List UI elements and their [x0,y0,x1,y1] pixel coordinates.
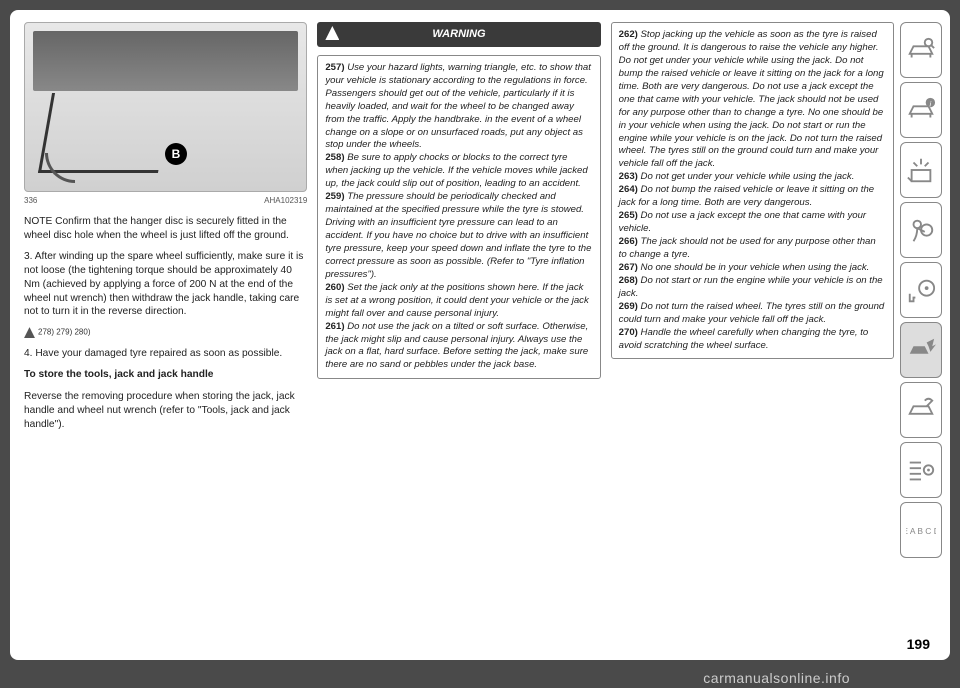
section-icon-info[interactable]: i [900,82,942,138]
section-icon-safety[interactable] [900,202,942,258]
warning-reference: 278) 279) 280) [24,327,307,338]
warning-triangle-icon [325,26,339,40]
warning-text: Be sure to apply chocks or blocks to the… [325,152,587,189]
warning-box-1: 257) Use your hazard lights, warning tri… [317,55,600,380]
section-icon-emergency[interactable] [900,322,942,378]
figure-illustration: B [24,22,307,192]
warning-num: 262) [619,29,638,40]
truck-bed-graphic [33,31,298,91]
warning-text: Stop jacking up the vehicle as soon as t… [619,29,884,169]
section-sidebar: i Z E A B C D T [900,22,942,648]
section-icon-inspect[interactable] [900,22,942,78]
warning-num: 263) [619,171,638,182]
warning-text: No one should be in your vehicle when us… [641,262,870,273]
warning-num: 269) [619,301,638,312]
car-wrench-icon [906,395,936,425]
manual-page: B 336 AHA102319 NOTE Confirm that the ha… [10,10,950,660]
warning-num: 267) [619,262,638,273]
svg-text:Z E A B C D T: Z E A B C D T [906,526,936,536]
warning-num: 261) [325,321,344,332]
warning-text: Do not use the jack on a tilted or soft … [325,321,588,371]
section-icon-lights[interactable] [900,142,942,198]
lights-icon [906,155,936,185]
car-info-icon: i [906,95,936,125]
warning-text: Do not get under your vehicle while usin… [641,171,855,182]
column-2: WARNING 257) Use your hazard lights, war… [317,22,600,648]
car-search-icon [906,35,936,65]
warning-text: The pressure should be periodically chec… [325,191,591,280]
warning-num: 257) [325,62,344,73]
warning-text: Do not turn the raised wheel. The tyres … [619,301,885,325]
content-columns: B 336 AHA102319 NOTE Confirm that the ha… [24,22,894,648]
warning-text: Handle the wheel carefully when changing… [619,327,869,351]
store-paragraph: Reverse the removing procedure when stor… [24,390,307,431]
figure-code: AHA102319 [264,196,307,207]
warning-num: 258) [325,152,344,163]
section-icon-maintenance[interactable] [900,382,942,438]
page-number: 199 [907,636,930,652]
warning-text: Set the jack only at the positions shown… [325,282,588,319]
subheading: To store the tools, jack and jack handle [24,368,307,382]
warning-num: 265) [619,210,638,221]
warning-num: 259) [325,191,344,202]
watermark: carmanualsonline.info [703,670,850,686]
warning-text: Do not use a jack except the one that ca… [619,210,866,234]
warning-num: 264) [619,184,638,195]
section-icon-driving[interactable] [900,262,942,318]
step-4-paragraph: 4. Have your damaged tyre repaired as so… [24,347,307,361]
warning-num: 270) [619,327,638,338]
warning-num: 268) [619,275,638,286]
reference-numbers: 278) 279) 280) [38,328,90,337]
list-gear-icon [906,455,936,485]
airbag-icon [906,215,936,245]
warning-text: Do not bump the raised vehicle or leave … [619,184,874,208]
callout-badge: B [165,143,187,165]
warning-label: WARNING [432,28,485,40]
warning-num: 260) [325,282,344,293]
step-3-paragraph: 3. After winding up the spare wheel suff… [24,250,307,319]
warning-header: WARNING [317,22,600,47]
warning-num: 266) [619,236,638,247]
warning-text: Do not start or run the engine while you… [619,275,883,299]
column-1: B 336 AHA102319 NOTE Confirm that the ha… [24,22,307,648]
warning-text: The jack should not be used for any purp… [619,236,876,260]
note-paragraph: NOTE Confirm that the hanger disc is sec… [24,215,307,243]
section-icon-specs[interactable] [900,442,942,498]
column-3: 262) Stop jacking up the vehicle as soon… [611,22,894,648]
warning-box-2: 262) Stop jacking up the vehicle as soon… [611,22,894,359]
figure-caption: 336 AHA102319 [24,196,307,207]
key-wheel-icon [906,275,936,305]
warning-triangle-icon [24,327,35,338]
section-icon-index[interactable]: Z E A B C D T [900,502,942,558]
warning-text: Use your hazard lights, warning triangle… [325,62,591,151]
rotation-arrow-graphic [45,153,75,183]
alphabet-icon: Z E A B C D T [906,515,936,545]
figure-number: 336 [24,196,37,207]
car-crash-icon [906,335,936,365]
